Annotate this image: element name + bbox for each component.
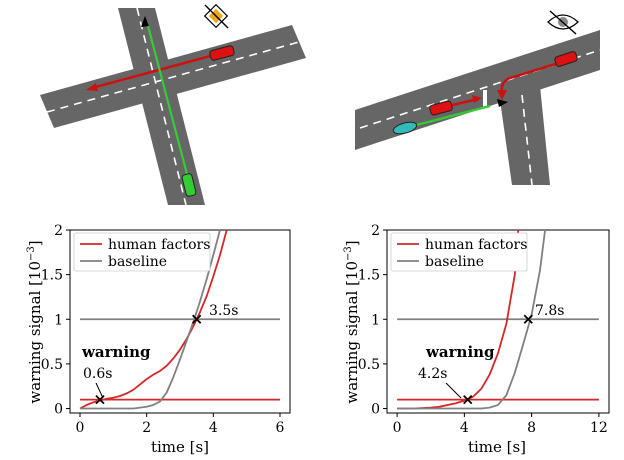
y-tick-label: 0.5 <box>41 357 63 373</box>
red-car-trajectory <box>91 53 215 90</box>
legend: human factors baseline <box>73 232 210 272</box>
y-axis-label: warning signal [10−3] <box>343 240 361 403</box>
crossing-label: 0.6s <box>83 366 112 382</box>
x-tick-label: 8 <box>527 420 536 436</box>
crossing-label: 4.2s <box>418 366 447 382</box>
lane-marking <box>136 7 187 206</box>
red-arrowhead-icon <box>86 83 98 91</box>
crossing-marker-icon <box>463 394 473 405</box>
crossing-marker-icon <box>192 314 202 324</box>
x-tick-label: 0 <box>76 420 85 436</box>
series-line-human-factors <box>79 229 228 410</box>
red-car-icon <box>209 45 235 61</box>
legend-entry: human factors <box>425 237 527 253</box>
stop-line <box>483 90 487 112</box>
left-intersection-scene <box>40 3 306 206</box>
green-arrowhead-icon <box>497 99 508 107</box>
legend-entry: human factors <box>108 237 210 253</box>
x-axis-label: time [s] <box>151 438 209 456</box>
warning-annotation: warning <box>425 343 495 361</box>
warning-annotation: warning <box>81 343 151 361</box>
right-chart: 0 4 8 12 0 0.5 1 1.5 2 time [s] warning signal … <box>343 223 610 456</box>
y-tick-label: 1.5 <box>41 268 63 284</box>
y-tick-label: 2 <box>371 223 380 239</box>
x-tick-label: 12 <box>590 420 608 436</box>
y-tick-label: 0 <box>54 402 63 418</box>
crossing-label: 7.8s <box>535 303 564 319</box>
crossing-marker-icon <box>523 314 533 324</box>
plot-frame <box>386 229 610 414</box>
priority-road-sign-icon <box>203 3 229 29</box>
lane-marking <box>521 94 533 186</box>
legend-entry: baseline <box>108 254 167 270</box>
x-tick-label: 0 <box>393 420 402 436</box>
y-tick-label: 2 <box>54 223 63 239</box>
series-line-baseline <box>397 229 546 410</box>
red-arrowhead-icon <box>497 90 507 100</box>
lane-marking <box>46 41 300 113</box>
x-axis-label: time [s] <box>468 438 526 456</box>
crossing-label: 3.5s <box>209 303 238 319</box>
plot-frame <box>69 229 291 414</box>
green-car-icon <box>181 173 197 197</box>
x-tick-label: 4 <box>460 420 469 436</box>
legend: human factors baseline <box>390 232 527 272</box>
motorcycle-trajectory <box>404 104 491 130</box>
road-vertical <box>500 86 550 185</box>
annotation-arrow <box>95 382 104 399</box>
red-arrowhead-icon <box>472 95 482 103</box>
y-tick-label: 1 <box>371 312 380 328</box>
eye-crossed-icon <box>547 10 579 35</box>
legend-entry: baseline <box>425 254 484 270</box>
left-chart: 0 2 4 6 0 0.5 1 1.5 2 time [s] warning signal [… <box>26 223 291 456</box>
green-car-trajectory <box>145 21 190 179</box>
y-tick-label: 0.5 <box>358 357 380 373</box>
y-tick-label: 1.5 <box>358 268 380 284</box>
road-horizontal <box>355 30 600 150</box>
y-tick-label: 0 <box>371 402 380 418</box>
x-tick-label: 2 <box>142 420 151 436</box>
green-arrowhead-icon <box>141 16 149 27</box>
x-tick-label: 6 <box>276 420 285 436</box>
red-car-icon <box>429 100 453 116</box>
motorcycle-icon <box>392 121 418 135</box>
annotation-arrow <box>445 382 462 399</box>
x-tick-label: 4 <box>209 420 218 436</box>
series-line-baseline <box>80 229 221 410</box>
y-tick-label: 1 <box>54 312 63 328</box>
y-axis-label: warning signal [10−3] <box>26 240 44 403</box>
right-merge-scene <box>355 10 601 186</box>
red-car-icon <box>554 51 578 67</box>
